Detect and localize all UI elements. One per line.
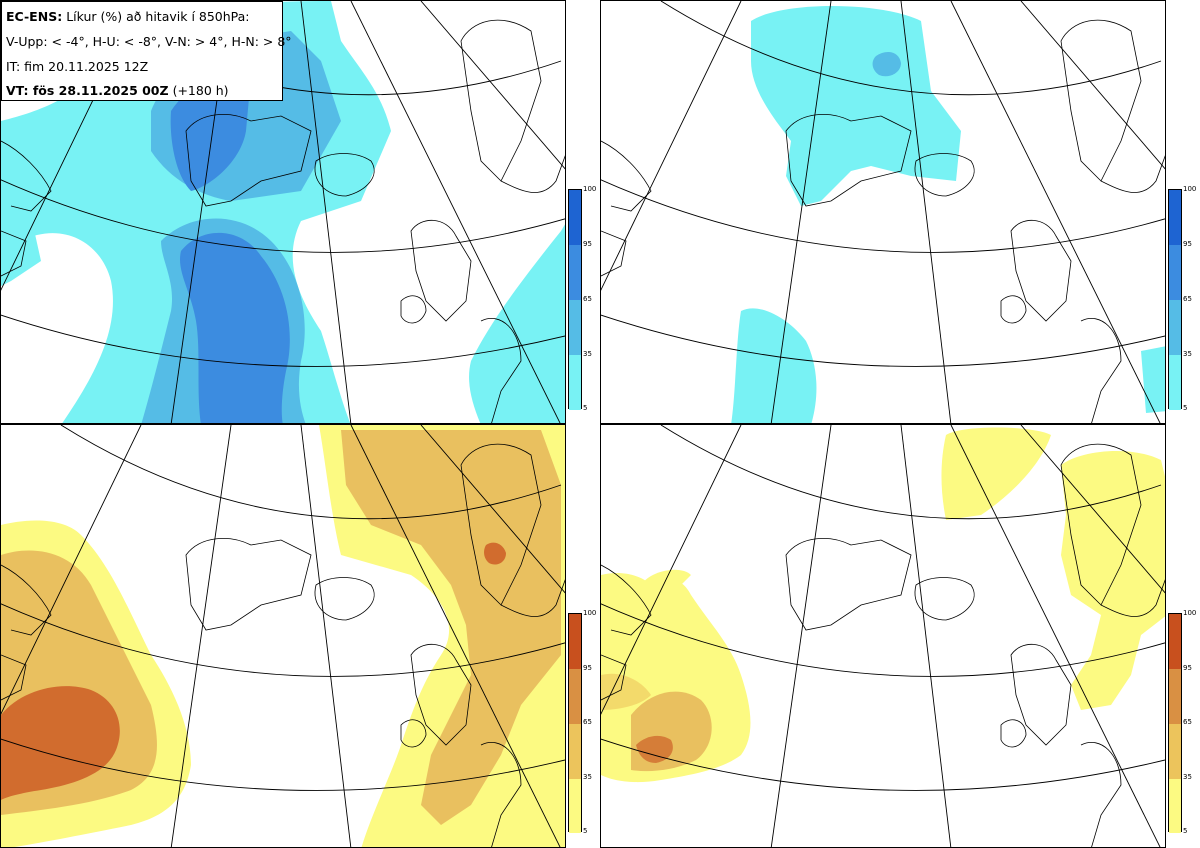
- colorbar-tick: 65: [1183, 718, 1192, 726]
- colorbar-v-n: [568, 613, 582, 833]
- colorbar-tick: 95: [583, 240, 592, 248]
- colorbar-tick: 5: [583, 404, 588, 412]
- legend-title: Líkur (%) að hitavik í 850hPa:: [66, 9, 250, 24]
- colorbar-tick: 35: [583, 773, 592, 781]
- colorbar-tick: 95: [1183, 240, 1192, 248]
- colorbar-tick: 35: [1183, 350, 1192, 358]
- colorbar-segment: [1169, 300, 1181, 355]
- probability-fill-high: [1, 542, 506, 800]
- coastlines: [601, 19, 1165, 423]
- coastlines: [1, 443, 565, 847]
- colorbar-tick: 5: [1183, 827, 1188, 835]
- map-panel-h-u: [600, 0, 1166, 424]
- colorbar-tick: 35: [1183, 773, 1192, 781]
- probability-fill-high: [170, 74, 290, 423]
- colorbar-segment: [569, 724, 581, 779]
- colorbar-segment: [569, 245, 581, 300]
- colorbar-tick: 5: [1183, 404, 1188, 412]
- probability-fill-mid: [872, 51, 901, 77]
- colorbar-segment: [1169, 190, 1181, 245]
- legend-criteria: V-Upp: < -4°, H-U: < -8°, V-N: > 4°, H-N…: [6, 34, 292, 49]
- colorbar-tick: 65: [583, 718, 592, 726]
- map-panel-h-n: [600, 424, 1166, 848]
- graticule: [601, 1, 1165, 423]
- legend-valid-time: VT: fös 28.11.2025 00Z: [6, 83, 169, 98]
- colorbar-segment: [569, 669, 581, 724]
- colorbar-tick: 5: [583, 827, 588, 835]
- colorbar-segment: [569, 779, 581, 833]
- colorbar-segment: [1169, 245, 1181, 300]
- colorbar-segment: [1169, 614, 1181, 669]
- legend-box: EC-ENS: Líkur (%) að hitavik í 850hPa: V…: [1, 1, 292, 101]
- legend-model: EC-ENS:: [6, 9, 63, 24]
- map-v-n-canvas: [1, 425, 565, 847]
- map-h-u-canvas: [601, 1, 1165, 423]
- map-panel-v-upp: EC-ENS: Líkur (%) að hitavik í 850hPa: V…: [0, 0, 566, 424]
- graticule: [601, 425, 1165, 847]
- colorbar-v-upp: [568, 189, 582, 410]
- colorbar-segment: [569, 355, 581, 410]
- colorbar-h-u: [1168, 189, 1182, 410]
- colorbar-tick: 100: [1183, 185, 1197, 193]
- colorbar-tick: 100: [583, 609, 597, 617]
- legend-valid-line: VT: fös 28.11.2025 00Z (+180 h): [6, 84, 229, 98]
- colorbar-segment: [569, 300, 581, 355]
- colorbar-segment: [1169, 669, 1181, 724]
- map-panel-v-n: [0, 424, 566, 848]
- coastlines: [601, 443, 1165, 847]
- colorbar-segment: [1169, 355, 1181, 410]
- map-h-n-canvas: [601, 425, 1165, 847]
- colorbar-segment: [1169, 724, 1181, 779]
- legend-title-line: EC-ENS: Líkur (%) að hitavik í 850hPa:: [6, 10, 250, 24]
- colorbar-tick: 95: [583, 664, 592, 672]
- colorbar-tick: 65: [1183, 295, 1192, 303]
- coastlines: [1, 19, 565, 423]
- colorbar-tick: 95: [1183, 664, 1192, 672]
- graticule: [1, 425, 565, 847]
- legend-init-time: IT: fim 20.11.2025 12Z: [6, 59, 149, 74]
- colorbar-tick: 100: [583, 185, 597, 193]
- probability-fill-light: [731, 6, 1165, 423]
- colorbar-h-n: [1168, 613, 1182, 833]
- legend-lead-time: (+180 h): [172, 83, 229, 98]
- colorbar-tick: 35: [583, 350, 592, 358]
- colorbar-tick: 100: [1183, 609, 1197, 617]
- colorbar-segment: [1169, 779, 1181, 833]
- colorbar-segment: [569, 190, 581, 245]
- probability-fill-high: [636, 735, 673, 763]
- colorbar-tick: 65: [583, 295, 592, 303]
- colorbar-segment: [569, 614, 581, 669]
